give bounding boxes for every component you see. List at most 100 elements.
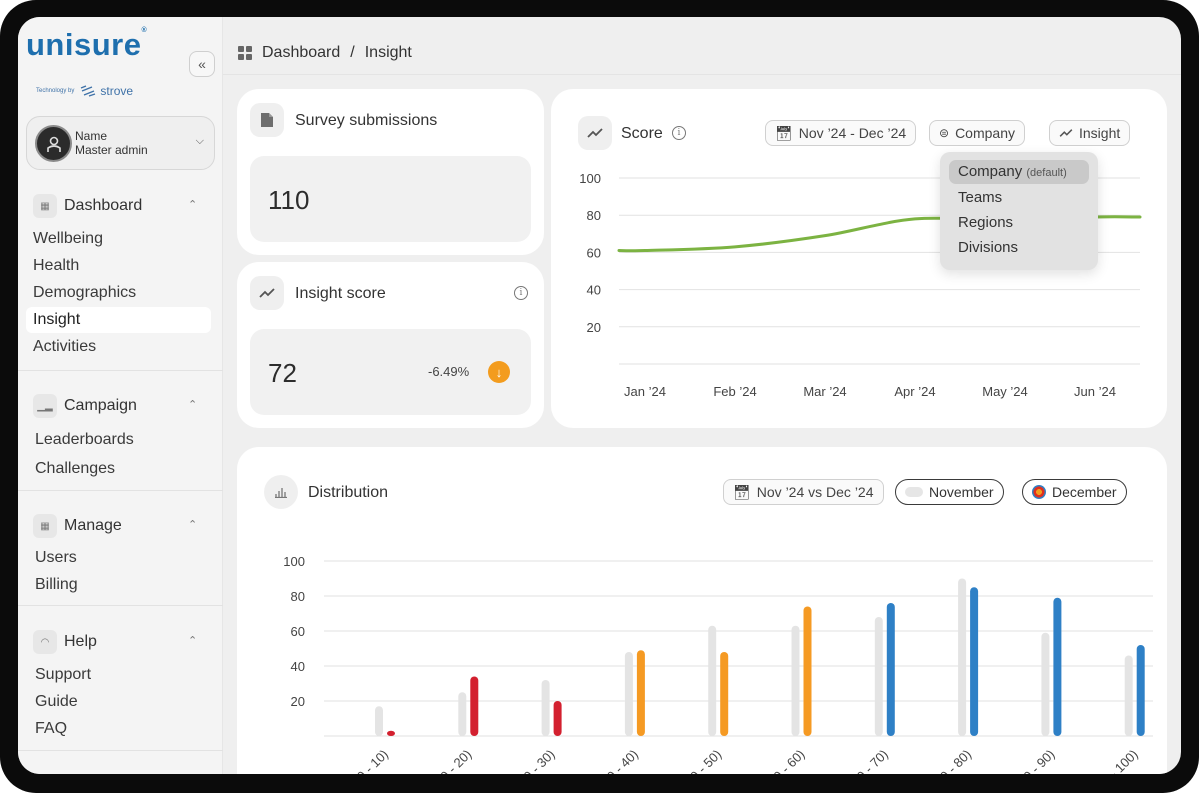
- y-tick-label: 80: [291, 589, 305, 604]
- arrow-down-icon: ↓: [488, 361, 510, 383]
- legend-toggle-december[interactable]: December: [1022, 479, 1127, 505]
- x-tick-label: (50 - 60): [762, 747, 807, 774]
- bar-december[interactable]: [970, 587, 979, 736]
- sidebar-item-leaderboards[interactable]: Leaderboards: [35, 431, 134, 448]
- bar-november[interactable]: [624, 652, 633, 736]
- sidebar-item-users[interactable]: Users: [35, 549, 77, 566]
- y-tick-label: 20: [587, 320, 601, 335]
- bar-november[interactable]: [791, 625, 800, 736]
- sidebar-item-activities[interactable]: Activities: [33, 338, 97, 355]
- y-tick-label: 60: [291, 624, 305, 639]
- bar-december[interactable]: [720, 652, 729, 736]
- y-tick-label: 40: [291, 659, 305, 674]
- bar-november[interactable]: [958, 578, 967, 737]
- bar-december[interactable]: [886, 603, 895, 736]
- date-range-picker[interactable]: 📅︎ Nov ’24 - Dec ’24: [765, 120, 917, 146]
- partner-logo: strove: [80, 84, 133, 98]
- tech-label: Technology by: [36, 88, 75, 94]
- sidebar-item-guide[interactable]: Guide: [35, 693, 78, 710]
- user-menu[interactable]: Name Master admin ⌵: [26, 116, 215, 170]
- x-tick-label: Mar ’24: [803, 384, 846, 399]
- menu-item-teams[interactable]: Teams: [958, 189, 1003, 206]
- sidebar-item-demographics[interactable]: Demographics: [33, 284, 137, 301]
- chevron-up-icon[interactable]: ⌃: [188, 199, 198, 211]
- user-role: Master admin: [75, 143, 148, 157]
- chevron-up-icon[interactable]: ⌃: [188, 519, 198, 531]
- x-tick-label: (0 - 10): [351, 747, 391, 774]
- bar-december[interactable]: [1053, 597, 1062, 736]
- x-tick-label: Jun ’24: [1074, 384, 1116, 399]
- nav-section-header[interactable]: ▦ Manage: [33, 513, 122, 539]
- legend-toggle-november[interactable]: November: [895, 479, 1004, 505]
- date-range-label: Nov ’24 - Dec ’24: [798, 125, 907, 141]
- survey-count: 110: [268, 185, 310, 215]
- sidebar-item-wellbeing[interactable]: Wellbeing: [33, 230, 103, 247]
- bar-december[interactable]: [803, 606, 812, 737]
- breadcrumb-root[interactable]: Dashboard: [262, 44, 341, 61]
- sidebar-divider: [18, 750, 223, 751]
- y-tick-label: 60: [587, 245, 601, 260]
- x-tick-label: Jan ’24: [624, 384, 666, 399]
- distribution-card: Distribution 📅︎ Nov ’24 vs Dec ’24 Novem…: [237, 447, 1167, 774]
- nav-section-title: Manage: [64, 517, 122, 534]
- chevron-up-icon[interactable]: ⌃: [188, 635, 198, 647]
- bar-november[interactable]: [708, 625, 717, 736]
- sidebar-item-support[interactable]: Support: [35, 666, 92, 683]
- survey-submissions-card: Survey submissions 110: [237, 89, 544, 255]
- value-box: 110: [250, 156, 531, 242]
- sidebar-item-billing[interactable]: Billing: [35, 576, 78, 593]
- trend-icon: [578, 116, 612, 150]
- bar-december[interactable]: [387, 730, 395, 736]
- bar-november[interactable]: [874, 617, 883, 736]
- nav-section-header[interactable]: ◠ Help: [33, 629, 97, 655]
- bar-november[interactable]: [375, 706, 383, 736]
- brand-logo[interactable]: unisure®: [26, 27, 148, 62]
- legend-label: December: [1052, 484, 1117, 500]
- bar-december[interactable]: [1136, 645, 1145, 736]
- distribution-bar-chart: 20 40 60 80 100 (0 - 10) (10 - 20) (20 - 30) (30…: [283, 554, 1153, 774]
- nav-section-header[interactable]: ▦ Dashboard: [33, 193, 142, 219]
- bar-november[interactable]: [1041, 632, 1050, 736]
- x-tick-label: May ’24: [982, 384, 1028, 399]
- bar-december[interactable]: [470, 676, 479, 737]
- info-icon[interactable]: i: [672, 126, 686, 140]
- headset-icon: ◠: [33, 630, 57, 654]
- x-tick-label: Feb ’24: [713, 384, 756, 399]
- document-icon: [250, 103, 284, 137]
- info-icon[interactable]: i: [514, 286, 528, 300]
- collapse-sidebar-button[interactable]: «: [189, 51, 215, 77]
- bar-december[interactable]: [553, 701, 562, 736]
- x-tick-label: (10 - 20): [429, 747, 474, 774]
- sidebar-item-challenges[interactable]: Challenges: [35, 460, 116, 477]
- nav-section-header[interactable]: ▁▂ Campaign: [33, 393, 137, 419]
- card-title: Insight score: [295, 285, 386, 302]
- bar-december[interactable]: [636, 650, 645, 736]
- bar-november[interactable]: [541, 680, 550, 736]
- metric-selector[interactable]: Insight: [1049, 120, 1131, 146]
- legend-label: November: [929, 484, 994, 500]
- x-tick-label: (70 - 80): [929, 747, 974, 774]
- bar-november[interactable]: [1124, 655, 1133, 737]
- nav-section-title: Dashboard: [64, 197, 143, 214]
- card-title: Distribution: [308, 484, 389, 501]
- sidebar-item-faq[interactable]: FAQ: [35, 720, 68, 737]
- compare-range-label: Nov ’24 vs Dec ’24: [756, 484, 874, 500]
- chevron-down-icon: ⌵: [195, 135, 204, 147]
- compare-range-picker[interactable]: 📅︎ Nov ’24 vs Dec ’24: [723, 479, 884, 505]
- menu-item-divisions[interactable]: Divisions: [958, 239, 1019, 256]
- chevron-up-icon[interactable]: ⌃: [188, 399, 198, 411]
- menu-item-regions[interactable]: Regions: [958, 214, 1014, 231]
- x-tick-label: (80 - 90): [1012, 747, 1057, 774]
- campaign-icon: ▁▂: [33, 394, 57, 418]
- calendar-icon: 📅︎: [733, 483, 751, 500]
- sidebar-item-health[interactable]: Health: [33, 257, 80, 274]
- filter-label: Company: [955, 125, 1015, 141]
- nav-section-campaign: ▁▂ Campaign ⌃ Leaderboards Challenges: [18, 370, 223, 490]
- sidebar-item-insight[interactable]: Insight: [26, 307, 211, 333]
- insight-score-value: 72: [268, 358, 297, 388]
- menu-item-company[interactable]: Company (default): [949, 160, 1089, 184]
- bar-november[interactable]: [458, 692, 467, 736]
- company-filter-dropdown[interactable]: ⊜ Company: [929, 120, 1025, 146]
- strove-icon: [81, 85, 96, 97]
